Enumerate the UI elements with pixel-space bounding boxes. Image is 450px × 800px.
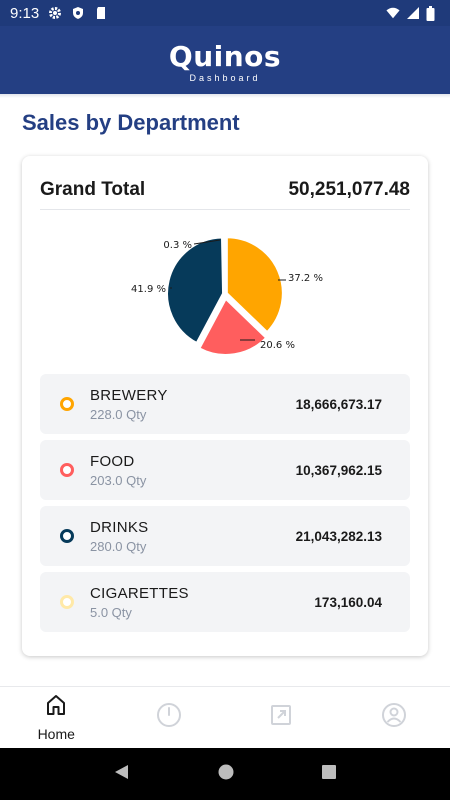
pie-label-drinks: 41.9 %	[131, 284, 166, 295]
list-item[interactable]: DRINKS 280.0 Qty 21,043,282.13	[40, 506, 410, 566]
pie-chart: 37.2 % 20.6 % 41.9 % 0.3 %	[110, 224, 340, 364]
pie-slice-brewery[interactable]	[225, 236, 284, 334]
sd-card-icon	[94, 6, 108, 20]
department-amount: 21,043,282.13	[295, 528, 382, 544]
pie-slice-cigarettes[interactable]	[222, 235, 226, 293]
status-time: 9:13	[10, 4, 40, 22]
battery-icon	[426, 6, 440, 21]
system-navigation-bar	[0, 748, 450, 800]
nav-home[interactable]: Home	[0, 687, 113, 748]
nav-export[interactable]	[225, 687, 338, 748]
pie-label-brewery: 37.2 %	[288, 273, 323, 284]
pie-chart-svg: 37.2 % 20.6 % 41.9 % 0.3 %	[131, 235, 323, 356]
list-item[interactable]: CIGARETTES 5.0 Qty 173,160.04	[40, 572, 410, 632]
department-name: FOOD	[90, 452, 135, 470]
account-icon	[381, 702, 407, 733]
page-title: Sales by Department	[22, 110, 240, 135]
bottom-navigation: Home	[0, 686, 450, 748]
department-amount: 10,367,962.15	[295, 462, 382, 478]
pie-leader-line	[193, 239, 221, 245]
pie-slice-drinks[interactable]	[166, 236, 225, 345]
department-qty: 203.0 Qty	[90, 472, 147, 488]
grand-total-label: Grand Total	[40, 178, 146, 200]
pie-label-food: 20.6 %	[260, 340, 295, 351]
cigarettes-color-dot	[60, 595, 74, 609]
sales-card: Grand Total 50,251,077.48 37.2 % 20.6 % 41…	[22, 156, 428, 656]
department-qty: 280.0 Qty	[90, 538, 147, 554]
nav-account[interactable]	[338, 687, 450, 748]
header-divider	[0, 94, 450, 98]
department-list: BREWERY 228.0 Qty 18,666,673.17 FOOD 203…	[40, 374, 410, 638]
nav-history[interactable]	[113, 687, 226, 748]
department-name: BREWERY	[90, 386, 168, 404]
department-amount: 18,666,673.17	[295, 396, 382, 412]
nav-home-label: Home	[37, 726, 75, 742]
department-amount: 173,160.04	[314, 594, 382, 610]
home-circle-icon[interactable]	[217, 763, 235, 786]
recents-icon[interactable]	[321, 764, 337, 785]
back-icon[interactable]	[113, 763, 131, 786]
signal-icon	[406, 6, 420, 20]
food-color-dot	[60, 463, 74, 477]
clock-icon	[156, 702, 182, 733]
pie-label-cigarettes: 0.3 %	[163, 240, 192, 251]
department-name: DRINKS	[90, 518, 149, 536]
pie-slice-food[interactable]	[198, 297, 268, 356]
brand-subtitle: Dashboard	[189, 73, 261, 83]
shield-icon	[71, 6, 85, 20]
brewery-color-dot	[60, 397, 74, 411]
settings-icon	[48, 6, 62, 20]
department-qty: 228.0 Qty	[90, 406, 147, 422]
wifi-icon	[386, 6, 400, 20]
drinks-color-dot	[60, 529, 74, 543]
list-item[interactable]: BREWERY 228.0 Qty 18,666,673.17	[40, 374, 410, 434]
grand-total-value: 50,251,077.48	[288, 178, 410, 200]
app-header: Quinos Dashboard	[0, 26, 450, 94]
list-item[interactable]: FOOD 203.0 Qty 10,367,962.15	[40, 440, 410, 500]
grand-total-row: Grand Total 50,251,077.48	[40, 178, 410, 210]
brand-logo: Quinos	[168, 40, 282, 73]
department-qty: 5.0 Qty	[90, 604, 132, 620]
status-bar: 9:13	[0, 0, 450, 26]
department-name: CIGARETTES	[90, 584, 189, 602]
home-icon	[44, 693, 68, 722]
external-link-icon	[269, 703, 293, 732]
